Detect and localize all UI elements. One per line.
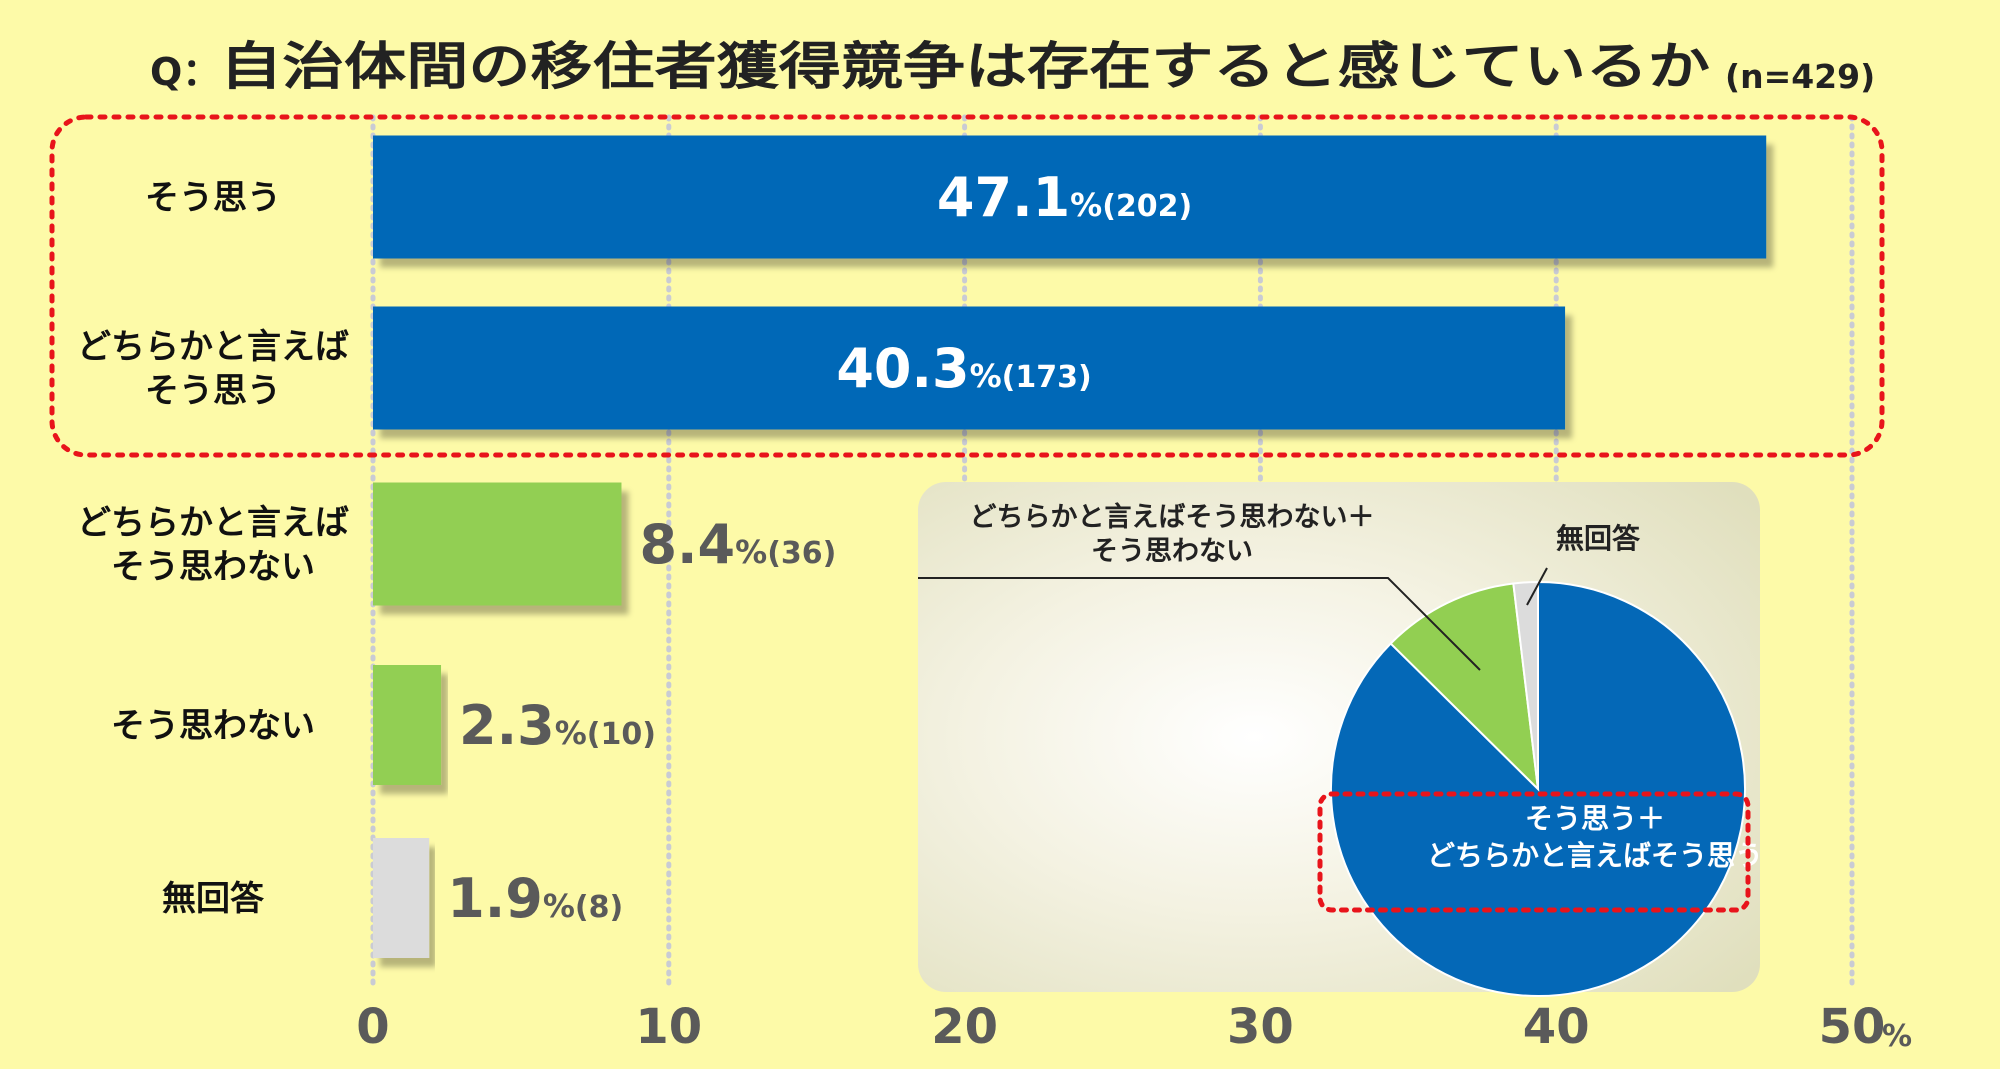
value-percent-sign: % xyxy=(555,714,587,752)
bar-series xyxy=(373,135,1767,958)
value-number: 47.1 xyxy=(937,166,1070,229)
category-label-line: どちらかと言えば xyxy=(77,503,349,543)
value-percent-sign: % xyxy=(735,533,767,571)
pie-slice-label-line: どちらかと言えばそう思わない＋ xyxy=(970,502,1375,533)
category-label-line: そう思わない xyxy=(111,706,315,746)
x-tick-label: 50 xyxy=(1819,999,1886,1055)
value-number: 40.3 xyxy=(836,337,969,400)
chart-title: 自治体間の移住者獲得競争は存在すると感じているか xyxy=(220,38,1710,97)
x-tick-suffix: % xyxy=(1882,1019,1912,1054)
category-label: そう思う xyxy=(145,178,281,218)
value-count: (202) xyxy=(1102,189,1192,224)
x-tick-label: 40 xyxy=(1523,999,1590,1055)
pie-slice-label: そう思う＋ どちらかと言えばそう思う xyxy=(1427,802,1763,872)
value-label: 40.3%(173) xyxy=(836,337,1091,400)
category-label: どちらかと言えばそう思う xyxy=(77,327,349,411)
x-tick-label: 20 xyxy=(931,999,998,1055)
category-label-line: どちらかと言えば xyxy=(77,327,349,367)
highlight-frame xyxy=(49,114,1885,458)
x-axis-ticks: 0 10 20 30 40 50% xyxy=(356,999,1912,1055)
pie-inset: そう思う＋ どちらかと言えばそう思う どちらかと言えばそう思わない＋そう思わない 無回… xyxy=(918,482,1763,997)
value-count: (173) xyxy=(1002,360,1092,395)
bar xyxy=(373,135,1767,259)
pie-slice-label-line: どちらかと言えばそう思う xyxy=(1427,839,1763,872)
bar xyxy=(373,482,622,606)
value-count: (36) xyxy=(767,536,836,571)
category-label: 無回答 xyxy=(162,879,265,919)
pie-leader-line xyxy=(1526,567,1548,606)
value-number: 1.9 xyxy=(447,867,543,930)
pie-leader-line xyxy=(918,577,1481,671)
category-label: そう思わない xyxy=(111,706,315,746)
category-label: どちらかと言えばそう思わない xyxy=(77,503,349,587)
x-tick-label: 30 xyxy=(1227,999,1294,1055)
category-label-line: そう思う xyxy=(145,371,281,411)
bar xyxy=(373,838,430,958)
category-label-line: そう思う xyxy=(145,178,281,218)
title-prefix: Q： xyxy=(150,50,220,94)
value-percent-sign: % xyxy=(1070,186,1102,224)
value-label: 2.3%(10) xyxy=(459,694,656,757)
category-label-line: 無回答 xyxy=(162,879,265,919)
value-label: 47.1%(202) xyxy=(937,166,1192,229)
pie-slice-label-line: そう思わない xyxy=(1091,536,1253,567)
category-label-line: そう思わない xyxy=(111,547,315,587)
bar xyxy=(373,665,442,785)
x-tick-label: 10 xyxy=(635,999,702,1055)
value-number: 8.4 xyxy=(639,513,735,576)
value-number: 2.3 xyxy=(459,694,555,757)
pie-slice xyxy=(1512,580,1539,790)
value-percent-sign: % xyxy=(543,887,575,925)
value-count: (8) xyxy=(575,890,623,925)
bar xyxy=(373,306,1566,430)
pie-slice-label: どちらかと言えばそう思わない＋そう思わない xyxy=(970,502,1375,567)
value-count: (10) xyxy=(587,717,656,752)
pie-slice xyxy=(1389,582,1540,792)
value-label: 8.4%(36) xyxy=(639,513,836,576)
x-tick-label: 0 xyxy=(356,999,389,1055)
value-label: 1.9%(8) xyxy=(447,867,623,930)
pie-slice-label-line: そう思う＋ xyxy=(1525,802,1665,835)
value-labels: 47.1%(202)40.3%(173)8.4%(36)2.3%(10)1.9%… xyxy=(447,166,1192,930)
sample-size-label: (n=429) xyxy=(1725,57,1875,96)
value-percent-sign: % xyxy=(970,357,1002,395)
pie-slice-label: 無回答 xyxy=(1556,522,1641,555)
pie-highlight-frame xyxy=(1317,791,1751,913)
